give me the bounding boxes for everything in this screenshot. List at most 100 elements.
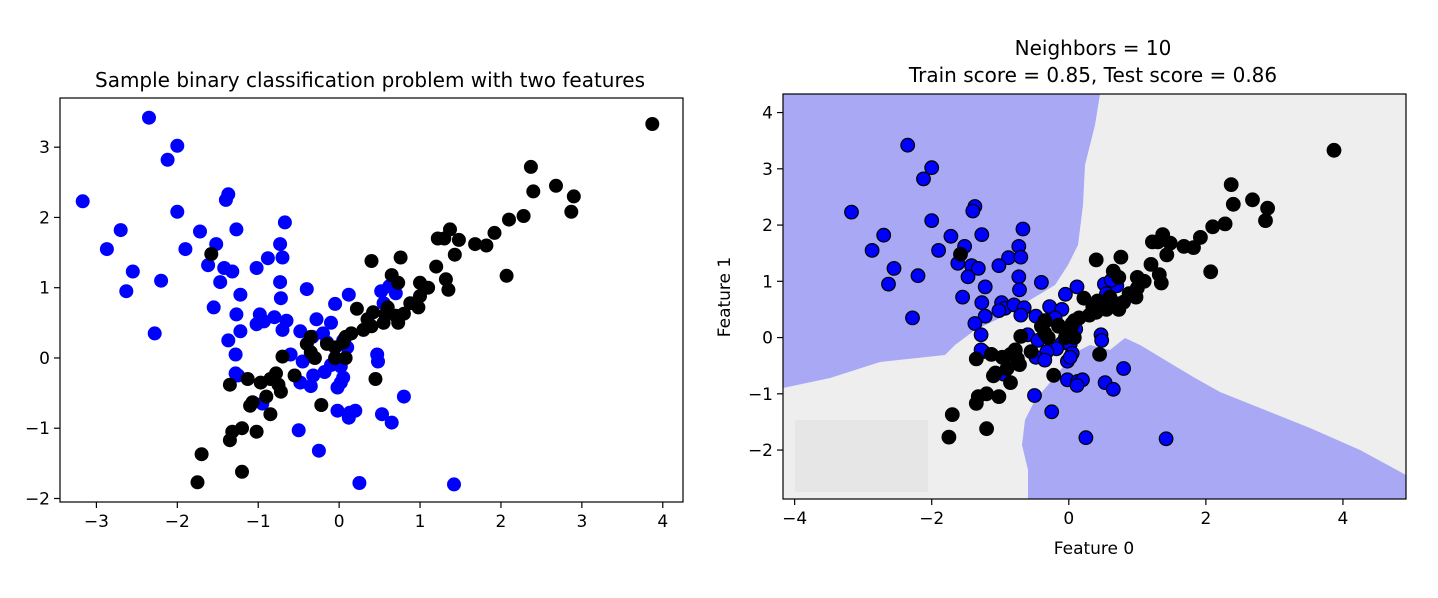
right-point-class1-73 <box>979 421 994 437</box>
left-point-class0-45 <box>147 326 162 341</box>
left-point-class0-7 <box>277 215 292 230</box>
left-point-class0-10 <box>193 224 207 239</box>
right-x-tick-label: 2 <box>1200 509 1211 529</box>
right-point-class1-4 <box>1225 196 1241 212</box>
right-point-class1-8 <box>1192 229 1208 245</box>
left-point-class1-19 <box>438 272 453 287</box>
right-x-axis-label: Feature 0 <box>1054 539 1134 559</box>
legend-box <box>795 420 928 492</box>
right-point-class1-25 <box>1088 252 1104 268</box>
left-point-class0-18 <box>275 250 290 265</box>
left-point-class0-15 <box>99 242 114 257</box>
left-point-class1-73 <box>235 464 249 479</box>
left-x-tick-label: 2 <box>496 512 507 532</box>
right-point-class0-22 <box>910 268 926 284</box>
right-point-class0-9 <box>974 227 990 243</box>
left-point-class1-68 <box>368 372 383 386</box>
left-point-class1-37 <box>391 315 406 330</box>
region-class0-lower-right <box>1022 338 1406 499</box>
left-point-class1-0 <box>645 117 660 131</box>
right-data-points <box>844 137 1342 447</box>
left-point-class0-58 <box>371 354 385 369</box>
left-point-class1-36 <box>376 315 391 330</box>
left-point-class0-26 <box>273 291 288 306</box>
left-point-class1-35 <box>349 301 364 316</box>
left-point-class0-76 <box>375 407 389 422</box>
right-point-class0-7 <box>1015 221 1031 237</box>
right-point-class1-21 <box>1111 270 1127 285</box>
left-point-class0-1 <box>170 138 185 153</box>
right-point-class1-3 <box>1260 200 1275 216</box>
right-point-class0-78 <box>1027 388 1042 403</box>
left-point-class1-64 <box>249 424 264 439</box>
left-point-class1-4 <box>526 184 541 199</box>
left-point-class0-79 <box>311 443 326 458</box>
right-plot-frame <box>782 93 1407 500</box>
left-point-class0-2 <box>160 152 175 167</box>
right-point-class0-21 <box>1011 269 1027 285</box>
right-point-class1-6 <box>1205 219 1221 235</box>
left-point-class1-63 <box>263 407 278 422</box>
left-y-tick-label: −2 <box>25 489 50 509</box>
right-y-tick-label: −2 <box>748 441 773 461</box>
right-y-tick-label: −1 <box>748 385 773 405</box>
left-x-tick-label: 1 <box>415 512 426 532</box>
right-point-class0-24 <box>960 269 976 285</box>
left-point-class0-41 <box>309 312 324 327</box>
left-point-class0-12 <box>260 251 275 266</box>
left-point-class1-1 <box>523 159 538 174</box>
scatter-plot-left: Sample binary classification problem wit… <box>25 68 684 532</box>
left-point-class0-21 <box>273 275 288 290</box>
left-point-class0-27 <box>233 287 248 302</box>
left-x-tick-label: 0 <box>334 512 345 532</box>
right-y-tick-label: 1 <box>762 272 773 292</box>
left-point-class0-22 <box>154 273 169 288</box>
left-point-class0-67 <box>303 379 318 394</box>
right-point-class1-11 <box>1150 234 1166 250</box>
right-point-class1-70 <box>968 396 984 411</box>
left-point-class0-75 <box>341 410 356 425</box>
left-y-tick-label: −1 <box>25 419 50 439</box>
right-point-class0-20 <box>970 261 986 276</box>
right-point-class0-46 <box>1013 307 1029 323</box>
right-point-class1-18 <box>1203 264 1219 280</box>
left-data-points <box>75 110 660 492</box>
left-point-class0-47 <box>293 324 308 339</box>
left-x-axis: −3 −2 −1 0 1 2 3 4 <box>84 502 668 532</box>
left-point-class0-28 <box>299 282 314 297</box>
left-point-class1-72 <box>190 475 205 490</box>
left-point-class1-13 <box>468 237 483 252</box>
left-point-class0-42 <box>324 315 338 330</box>
left-y-axis: −2 −1 0 1 2 3 <box>25 138 60 509</box>
left-point-class0-14 <box>178 242 193 257</box>
left-point-class0-5 <box>75 194 90 209</box>
right-point-class0-2 <box>916 171 931 187</box>
left-point-class1-44 <box>320 336 334 351</box>
right-chart-title: Neighbors = 10 <box>1015 36 1172 60</box>
right-point-class0-30 <box>1057 286 1073 302</box>
left-point-class1-70 <box>222 433 237 448</box>
right-point-class1-5 <box>1258 213 1273 229</box>
right-point-class1-53 <box>1023 344 1039 360</box>
left-x-tick-label: −1 <box>246 512 271 532</box>
right-point-class0-79 <box>1044 404 1060 420</box>
right-x-axis: −4 −2 0 2 4 <box>782 499 1348 529</box>
right-point-class1-35 <box>1076 290 1092 306</box>
right-point-class1-7 <box>1217 216 1233 232</box>
left-y-tick-label: 2 <box>39 208 50 228</box>
right-point-class1-24 <box>1153 275 1169 291</box>
right-point-class0-19 <box>886 261 902 276</box>
right-point-class0-81 <box>1158 431 1174 447</box>
left-point-class1-8 <box>487 225 502 240</box>
right-point-class0-36 <box>974 295 990 311</box>
right-point-class1-64 <box>991 389 1007 405</box>
left-point-class0-31 <box>341 287 356 302</box>
left-point-class1-67 <box>314 398 329 412</box>
left-point-class1-69 <box>204 247 219 261</box>
left-point-class0-8 <box>113 223 128 238</box>
left-point-class1-25 <box>364 254 379 268</box>
left-point-class1-57 <box>240 372 255 386</box>
right-point-class1-68 <box>1092 347 1107 362</box>
right-point-class0-14 <box>931 242 946 258</box>
left-point-class0-80 <box>352 476 367 490</box>
